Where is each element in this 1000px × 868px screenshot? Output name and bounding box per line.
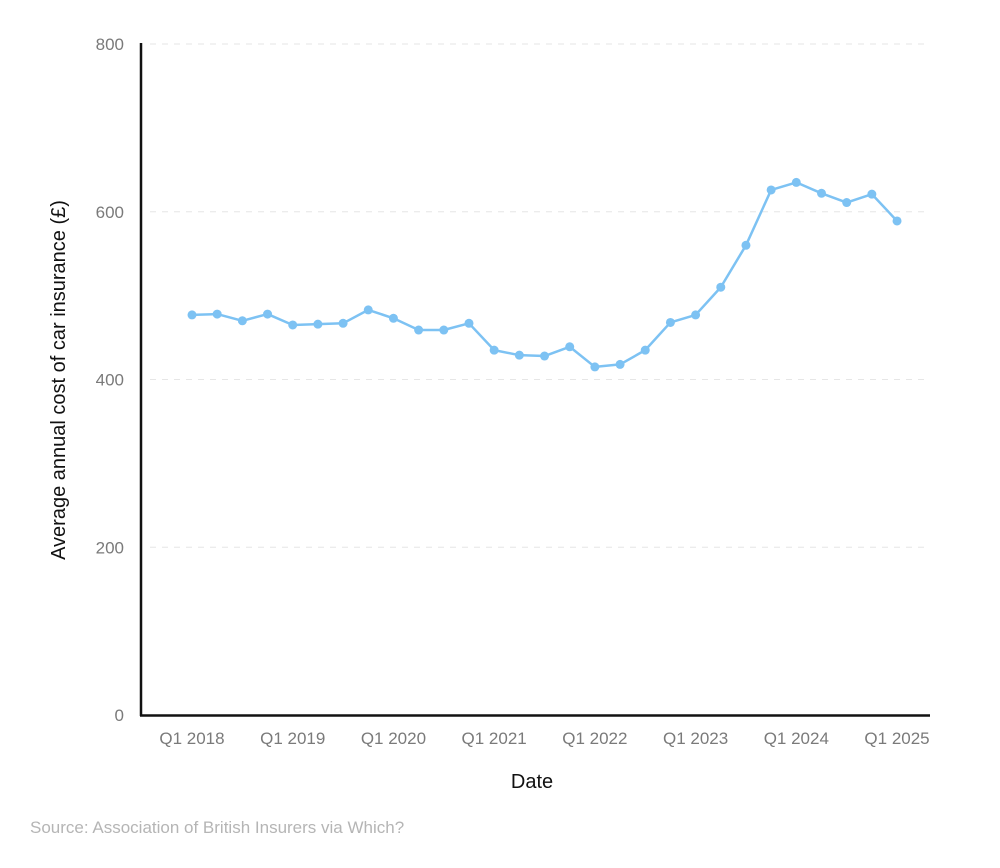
gridlines (150, 43, 930, 548)
data-point (842, 198, 852, 208)
y-tick-label: 0 (115, 706, 124, 725)
data-point (665, 317, 675, 327)
x-tick-label: Q1 2024 (764, 729, 829, 748)
y-tick-label: 600 (96, 203, 124, 222)
y-axis-label: Average annual cost of car insurance (£) (48, 200, 70, 560)
data-point (565, 342, 575, 352)
data-point (892, 216, 902, 226)
data-point (388, 313, 398, 323)
data-point (338, 318, 348, 328)
x-tick-labels: Q1 2018 Q1 2019 Q1 2020 Q1 2021 Q1 2022 Q1 20… (159, 729, 929, 748)
source-note: Source: Association of British Insurers … (30, 818, 404, 837)
y-tick-label: 200 (96, 538, 124, 557)
data-point (288, 320, 298, 330)
data-point (514, 350, 524, 360)
data-point (439, 325, 449, 335)
y-tick-label: 800 (96, 35, 124, 54)
data-point (363, 305, 373, 315)
data-point (263, 309, 273, 319)
x-tick-label: Q1 2020 (361, 729, 426, 748)
data-point (691, 310, 701, 320)
data-point (313, 319, 323, 329)
data-point (716, 282, 726, 292)
x-tick-label: Q1 2023 (663, 729, 728, 748)
series-line (191, 181, 898, 369)
x-tick-label: Q1 2021 (462, 729, 527, 748)
data-point (741, 240, 751, 250)
data-point (414, 325, 424, 335)
data-point (791, 177, 801, 187)
data-point (187, 310, 197, 320)
x-axis-label: Date (511, 771, 553, 793)
data-point (615, 359, 625, 369)
data-point (489, 345, 499, 355)
data-point (640, 345, 650, 355)
data-point (464, 318, 474, 328)
x-tick-label: Q1 2025 (864, 729, 929, 748)
data-point (540, 351, 550, 361)
data-point (867, 189, 877, 199)
data-point (237, 316, 247, 326)
data-point (817, 188, 826, 198)
series-group (187, 177, 902, 372)
data-point (590, 362, 600, 372)
y-tick-labels: 0 200 400 600 800 (96, 35, 124, 725)
y-tick-label: 400 (96, 371, 124, 390)
x-tick-label: Q1 2018 (159, 729, 224, 748)
x-tick-label: Q1 2019 (260, 729, 325, 748)
data-point (212, 309, 222, 319)
data-point (766, 185, 776, 195)
x-tick-label: Q1 2022 (562, 729, 627, 748)
